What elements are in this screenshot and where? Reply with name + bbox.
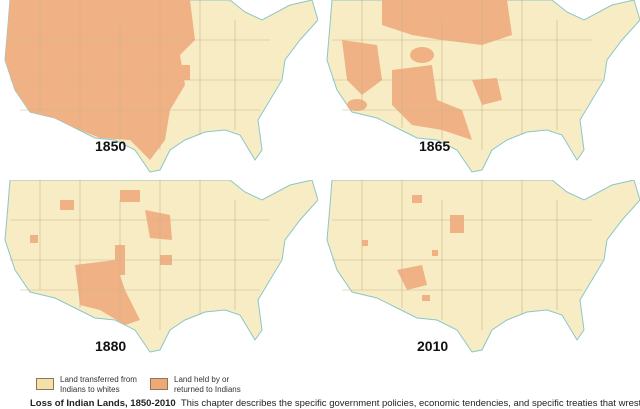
us-map-2010 [322, 180, 640, 356]
caption-title: Loss of Indian Lands, 1850-2010 [30, 398, 176, 409]
legend-label: returned to Indians [174, 385, 241, 394]
us-map-1865 [322, 0, 640, 176]
map-year-label: 1865 [419, 138, 451, 154]
map-1880: 1880 [0, 180, 318, 356]
map-1850: 1850 [0, 0, 318, 176]
indian-land-regions [30, 190, 172, 325]
indian-land-regions [342, 0, 512, 140]
indian-land-regions [362, 195, 464, 301]
legend-swatch [150, 378, 168, 390]
legend-label: Land held by or [174, 375, 230, 384]
map-1865: 1865 [322, 0, 640, 176]
us-map-1880 [0, 180, 318, 356]
legend-label: Indians to whites [60, 385, 120, 394]
us-map-1850 [0, 0, 318, 176]
map-year-label: 2010 [417, 338, 449, 354]
legend-swatch [36, 378, 54, 390]
caption-text: This chapter describes the specific gove… [180, 398, 640, 409]
figure-caption: Loss of Indian Lands, 1850-2010 This cha… [30, 398, 640, 409]
legend-label: Land transferred from [60, 375, 137, 384]
map-2010: 2010 [322, 180, 640, 356]
map-year-label: 1880 [95, 338, 127, 354]
map-year-label: 1850 [95, 138, 127, 154]
